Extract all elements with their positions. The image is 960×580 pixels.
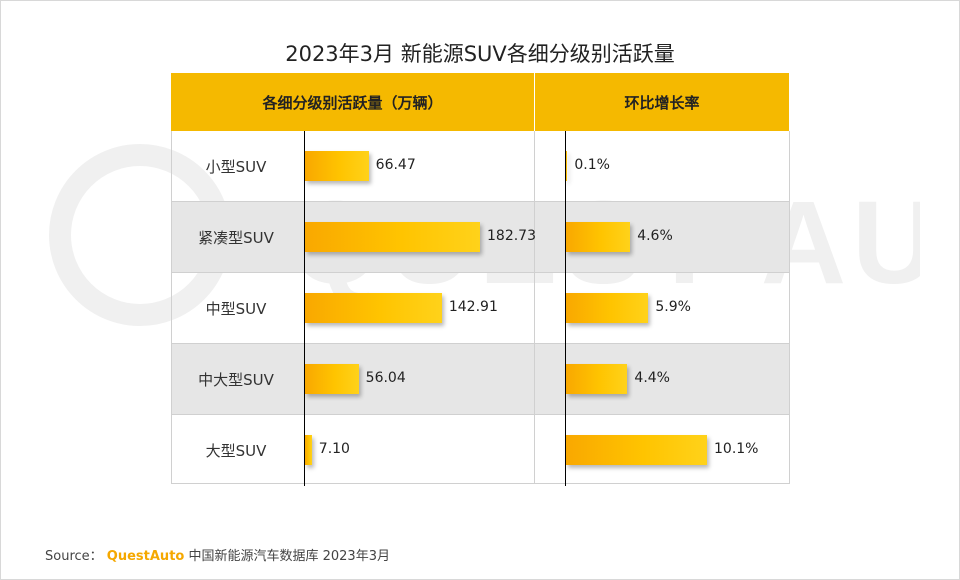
row-label: 大型SUV <box>205 441 267 460</box>
activity-axis <box>304 131 305 486</box>
activity-bar <box>305 293 442 323</box>
activity-bar <box>305 151 369 181</box>
growth-bar <box>566 151 568 181</box>
activity-bar <box>305 222 480 252</box>
growth-value-label: 5.9% <box>655 299 691 315</box>
growth-value-label: 4.4% <box>634 370 670 386</box>
growth-value-label: 10.1% <box>714 441 759 457</box>
growth-bar <box>566 435 707 465</box>
growth-axis <box>565 131 566 486</box>
growth-bar <box>566 293 649 323</box>
activity-bar <box>305 435 312 465</box>
chart-title: 2023年3月 新能源SUV各细分级别活跃量 <box>285 42 675 66</box>
source-text: 中国新能源汽车数据库 2023年3月 <box>188 549 390 564</box>
activity-value-label: 142.91 <box>448 299 498 315</box>
activity-value-label: 56.04 <box>365 370 406 386</box>
activity-bar <box>305 364 359 394</box>
row-label: 中大型SUV <box>198 370 274 389</box>
activity-value-label: 182.73 <box>487 228 536 244</box>
table-row: 小型SUV <box>171 131 789 202</box>
header-activity: 各细分级别活跃量（万辆） <box>171 73 534 131</box>
activity-value-label: 7.10 <box>318 441 350 457</box>
table-row: 中型SUV <box>171 273 789 344</box>
activity-value-label: 66.47 <box>375 157 416 173</box>
data-table: 各细分级别活跃量（万辆） 环比增长率 小型SUV 紧凑型SUV 中型SUV 中大… <box>171 73 789 484</box>
growth-value-label: 4.6% <box>637 228 673 244</box>
table-row: 中大型SUV <box>171 344 789 415</box>
table-row: 紧凑型SUV <box>171 202 789 273</box>
growth-value-label: 0.1% <box>574 157 610 173</box>
column-divider <box>534 131 535 484</box>
source-brand: QuestAuto <box>106 549 185 564</box>
header-growth: 环比增长率 <box>535 73 789 131</box>
source-prefix: Source： <box>45 549 103 564</box>
row-label: 紧凑型SUV <box>198 228 274 247</box>
growth-bar <box>566 364 628 394</box>
row-label: 小型SUV <box>205 157 267 176</box>
source-note: Source： QuestAuto 中国新能源汽车数据库 2023年3月 <box>45 545 390 564</box>
row-label: 中型SUV <box>205 299 267 318</box>
table-row: 大型SUV <box>171 415 789 484</box>
growth-bar <box>566 222 631 252</box>
